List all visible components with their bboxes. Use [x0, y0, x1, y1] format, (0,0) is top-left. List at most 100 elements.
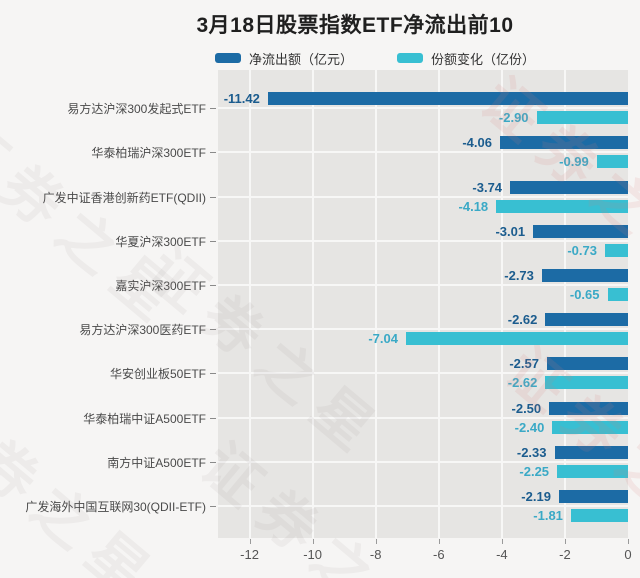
bar-net-outflow [546, 357, 628, 371]
bar-value-label: -0.99 [559, 154, 589, 170]
category-tick-mark [210, 108, 216, 110]
grid-line-horizontal [218, 372, 628, 375]
x-tick-mark [564, 539, 566, 544]
x-tick-mark [249, 539, 251, 544]
category-tick-mark [210, 329, 216, 331]
bar-share-change [557, 464, 628, 478]
bar-value-label: -2.33 [516, 444, 547, 460]
bar-value-label: -2.25 [519, 463, 550, 479]
bar-value-label: -2.62 [507, 312, 538, 328]
bar-value-label: -2.40 [514, 419, 545, 435]
category-label: 华安创业板50ETF [109, 367, 206, 382]
grid-line-vertical [374, 70, 377, 538]
grid-line-vertical [500, 70, 503, 538]
x-tick-label: -10 [303, 547, 323, 562]
bar-share-change [596, 155, 628, 169]
bar-net-outflow [545, 313, 628, 327]
bar-value-label: -0.65 [569, 286, 600, 302]
bar-share-change [405, 332, 628, 346]
bar-value-label: -2.62 [507, 375, 538, 391]
bar-value-label: -4.06 [462, 135, 492, 151]
legend-item-share-change: 份额变化（亿份） [397, 49, 535, 68]
x-tick-mark [375, 539, 377, 544]
plot-area: -11.42 -2.90 -4.06 -0.99 -3.74 -4.18 -3.01 -0.7… [218, 70, 628, 538]
bar-net-outflow [510, 180, 628, 194]
category-axis: 易方达沪深300发起式ETF 华泰柏瑞沪深300ETF 广发中证香港创新药ETF(Q… [0, 70, 206, 538]
grid-line-vertical [311, 70, 314, 538]
bar-value-label: -2.90 [498, 110, 529, 126]
grid-line-vertical [437, 70, 440, 538]
grid-line-horizontal [218, 195, 628, 198]
category-label: 华泰柏瑞沪深300ETF [91, 146, 206, 161]
bar-value-label: -3.01 [495, 223, 526, 239]
bar-value-label: -2.57 [509, 356, 539, 372]
grid-line-horizontal [218, 460, 628, 463]
legend-label-share-change: 份额变化（亿份） [431, 51, 536, 67]
bar-share-change [536, 111, 628, 125]
bar-value-label: -2.73 [504, 267, 534, 283]
grid-line-horizontal [218, 328, 628, 331]
grid-line-horizontal [218, 107, 628, 110]
category-tick-mark [210, 152, 216, 154]
bar-net-outflow [558, 489, 628, 503]
bar-share-change [545, 376, 628, 390]
bar-net-outflow [549, 401, 628, 415]
bar-share-change [496, 199, 628, 213]
x-tick-label: -6 [432, 547, 445, 562]
category-tick-mark [210, 373, 216, 375]
grid-line-horizontal [218, 283, 628, 286]
bar-net-outflow [499, 136, 628, 150]
x-tick-label: -8 [369, 547, 382, 562]
category-tick-mark [210, 240, 216, 242]
category-tick-mark [210, 284, 216, 286]
category-label: 华夏沪深300ETF [115, 234, 206, 249]
grid-line-vertical [248, 70, 251, 538]
x-tick-mark [438, 539, 440, 544]
legend-marker-share-change-icon [397, 53, 423, 63]
category-label: 嘉实沪深300ETF [115, 278, 206, 293]
category-label: 南方中证A500ETF [107, 455, 206, 470]
category-label: 易方达沪深300医药ETF [79, 323, 206, 338]
bar-value-label: -1.81 [533, 507, 563, 523]
x-tick-mark [628, 539, 629, 544]
bar-net-outflow [541, 268, 628, 282]
bar-value-label: -7.04 [368, 331, 398, 347]
bar-value-label: -2.19 [521, 488, 551, 504]
category-tick-mark [210, 196, 216, 198]
bar-value-label: -3.74 [472, 179, 503, 195]
category-label: 华泰柏瑞中证A500ETF [83, 411, 206, 426]
category-label: 广发海外中国互联网30(QDII-ETF) [25, 499, 206, 514]
bar-share-change [607, 287, 628, 301]
grid-line-vertical [563, 70, 566, 538]
category-label: 易方达沪深300发起式ETF [67, 102, 206, 117]
value-axis: -12 -10 -8 -6 -4 -2 0 [0, 538, 640, 568]
bar-share-change [604, 243, 628, 257]
legend-marker-net-outflow-icon [214, 53, 241, 63]
x-tick-mark [501, 539, 503, 544]
legend-item-net-outflow: 净流出额（亿元） [214, 49, 353, 68]
legend-label-net-outflow: 净流出额（亿元） [248, 51, 353, 67]
x-tick-mark [312, 539, 314, 544]
x-tick-label: -4 [496, 547, 508, 562]
bar-share-change [570, 508, 628, 522]
grid-line-horizontal [218, 151, 628, 154]
bar-net-outflow [267, 92, 628, 106]
category-label: 广发中证香港创新药ETF(QDII) [42, 190, 206, 205]
bar-share-change [552, 420, 628, 434]
x-tick-label: 0 [624, 547, 632, 562]
category-tick-mark [210, 461, 216, 463]
grid-line-horizontal [218, 504, 628, 507]
x-tick-label: -2 [559, 547, 571, 562]
category-tick-mark [210, 505, 216, 507]
bar-value-label: -0.73 [567, 242, 597, 258]
chart-title: 3月18日股票指数ETF净流出前10 [196, 14, 514, 37]
grid-line-horizontal [218, 416, 628, 419]
bar-value-label: -4.18 [458, 198, 489, 214]
bar-value-label: -2.50 [511, 400, 542, 416]
category-tick-mark [210, 417, 216, 419]
grid-line-horizontal [218, 239, 628, 242]
bar-value-label: -11.42 [223, 91, 260, 107]
bar-net-outflow [533, 224, 628, 238]
bar-net-outflow [554, 445, 628, 459]
